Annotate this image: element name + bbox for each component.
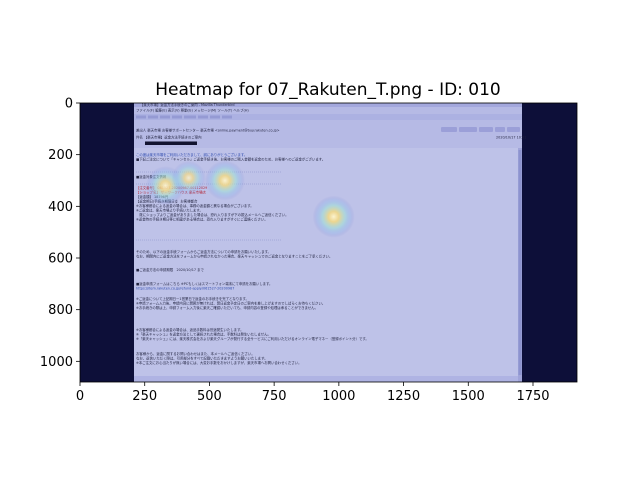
body-line: ※「楽天キャッシュ」を返金方法として選択された場合は、手数料は発生いたしません。 <box>136 332 271 337</box>
y-tick-label: 600 <box>48 252 73 267</box>
archive-button[interactable] <box>495 127 505 132</box>
toolbar-button[interactable] <box>148 115 158 119</box>
email-screenshot: 【楽天市場】返金方法手続きのご案内 - Mozilla Thunderbird … <box>134 102 526 382</box>
heat-hotspot <box>312 195 355 238</box>
body-line: ■ご返金方法の申請期限 2020/10/17 まで <box>136 267 205 272</box>
body-line: ※申請フォーム入力後、申請内容に問題が無ければ、翌日返金予定日のご案内を差し上げ… <box>136 301 325 306</box>
body-line: ■返金申請フォームはこちら ※PCもしくはスマートフォン端末にて申請をお願いしま… <box>136 281 272 286</box>
hotspot-layer <box>145 160 355 238</box>
window-titlebar <box>134 103 522 107</box>
body-line: なお、期間内にご返金方法をフォームから申請されなかった場合、楽天キャッシュでのご… <box>136 254 332 259</box>
body-line: ※お手続きの際は上、申請フォーム入力後に楽天ご確認いただいても、申請内容の登録や… <box>136 305 318 310</box>
body-line: ※お客様都合による返金の場合は、返品手数料は別途発生いたします。 <box>136 327 244 332</box>
scrollbar-thumb[interactable] <box>518 150 522 375</box>
x-tick-label: 250 <box>132 389 157 404</box>
x-tick-label: 750 <box>262 389 287 404</box>
body-line: ※ご返金は、楽天市場より手続いたします。 <box>136 208 203 213</box>
heat-overlay <box>80 103 577 382</box>
y-tick-label: 1000 <box>40 355 73 370</box>
toolbar-button[interactable] <box>210 115 220 119</box>
toolbar-button[interactable] <box>136 115 146 119</box>
body-line: この度は楽天市場をご利用いただきまして、誠にありがとうございます。 <box>136 152 247 157</box>
chart-title: Heatmap for 07_Rakuten_T.png - ID: 010 <box>155 80 501 100</box>
email-date: 2020/10/17 10:01 <box>496 136 526 140</box>
toolbar-button[interactable] <box>172 115 182 119</box>
y-tick-label: 200 <box>48 148 73 163</box>
email-from: 差出人 楽天市場 お客様サポートセンター 楽天市場 <online.paymen… <box>136 128 280 133</box>
y-tick-label: 800 <box>48 303 73 318</box>
refund-link[interactable]: https://item.rakuten.co.jp/refund-apply/… <box>136 287 234 291</box>
body-line: ※「楽天キャッシュ」には、楽天株式会社および楽天グループが発行する全サービスにご… <box>136 336 369 341</box>
plot-frame <box>79 102 578 383</box>
window-title: 【楽天市場】返金方法手続きのご案内 - Mozilla Thunderbird <box>140 102 235 107</box>
body-line: そのため、以下の返金手続フォームからご返金方法についての申請をお願いいたします。 <box>136 249 271 254</box>
reply-all-button[interactable] <box>459 127 477 132</box>
heat-hotspot <box>204 160 245 201</box>
x-tick-label: 500 <box>197 389 222 404</box>
toolbar-button[interactable] <box>222 115 232 119</box>
body-line: ※お客様都合による返金の場合は、事務の返金額と異なる場合がございます。 <box>136 203 254 208</box>
toolbar-button[interactable] <box>198 115 208 119</box>
toolbar-button[interactable] <box>160 115 170 119</box>
x-tick-label: 1000 <box>322 389 355 404</box>
toolbar <box>134 114 522 120</box>
x-tick-label: 1500 <box>452 389 485 404</box>
menu-bar: ファイル(F) 編集(E) 表示(V) 移動(G) メッセージ(M) ツール(T… <box>136 108 249 113</box>
body-line: お客様から、返金に関するお問い合わせはまた、本メールへご返信ください。 <box>136 351 255 356</box>
body-line: 既にショップよりご返金がありました場合は、恐れ入りますが下の振込メールへご返信く… <box>136 212 289 217</box>
y-axis: 0 200 400 600 800 1000 <box>40 97 80 370</box>
status-bar <box>134 376 518 382</box>
email-subject: 件名 【楽天市場】返金方法手続きのご案内 <box>136 135 202 140</box>
x-tick-label: 1750 <box>516 389 549 404</box>
heat-hotspot <box>171 160 206 195</box>
y-tick-label: 400 <box>48 200 73 215</box>
toolbar-button[interactable] <box>184 115 196 119</box>
forward-button[interactable] <box>479 127 493 132</box>
body-line: ※返金時の手続き期日等に相違がある場合は、恐れ入りますがすぐにご連絡ください。 <box>136 217 268 222</box>
x-axis: 0 250 500 750 1000 1250 1500 1750 <box>76 382 550 404</box>
body-line: なお、返信いただく際は、引用部分をすべて記載いただきますようお願いいたします。 <box>136 356 268 361</box>
body-line: ■下記ご注文について「キャンセル」ご返金手続き後、お客様のご購入金額を返金のため… <box>136 157 325 162</box>
body-line: ※ご返金について上記期日ー1営業日で返金のお手続きを完了となります。 <box>136 296 249 301</box>
more-button[interactable] <box>507 127 520 132</box>
redacted-block <box>145 141 197 145</box>
y-tick-label: 0 <box>65 97 73 112</box>
plot-area: 【楽天市場】返金方法手続きのご案内 - Mozilla Thunderbird … <box>80 102 577 382</box>
x-tick-label: 1250 <box>387 389 420 404</box>
body-line: ※本ご注文にお心当たりが無い場合には、大変お手数をおかけしますが、楽天市場へお問… <box>136 360 302 365</box>
reply-button[interactable] <box>441 127 457 132</box>
x-tick-label: 0 <box>76 389 84 404</box>
